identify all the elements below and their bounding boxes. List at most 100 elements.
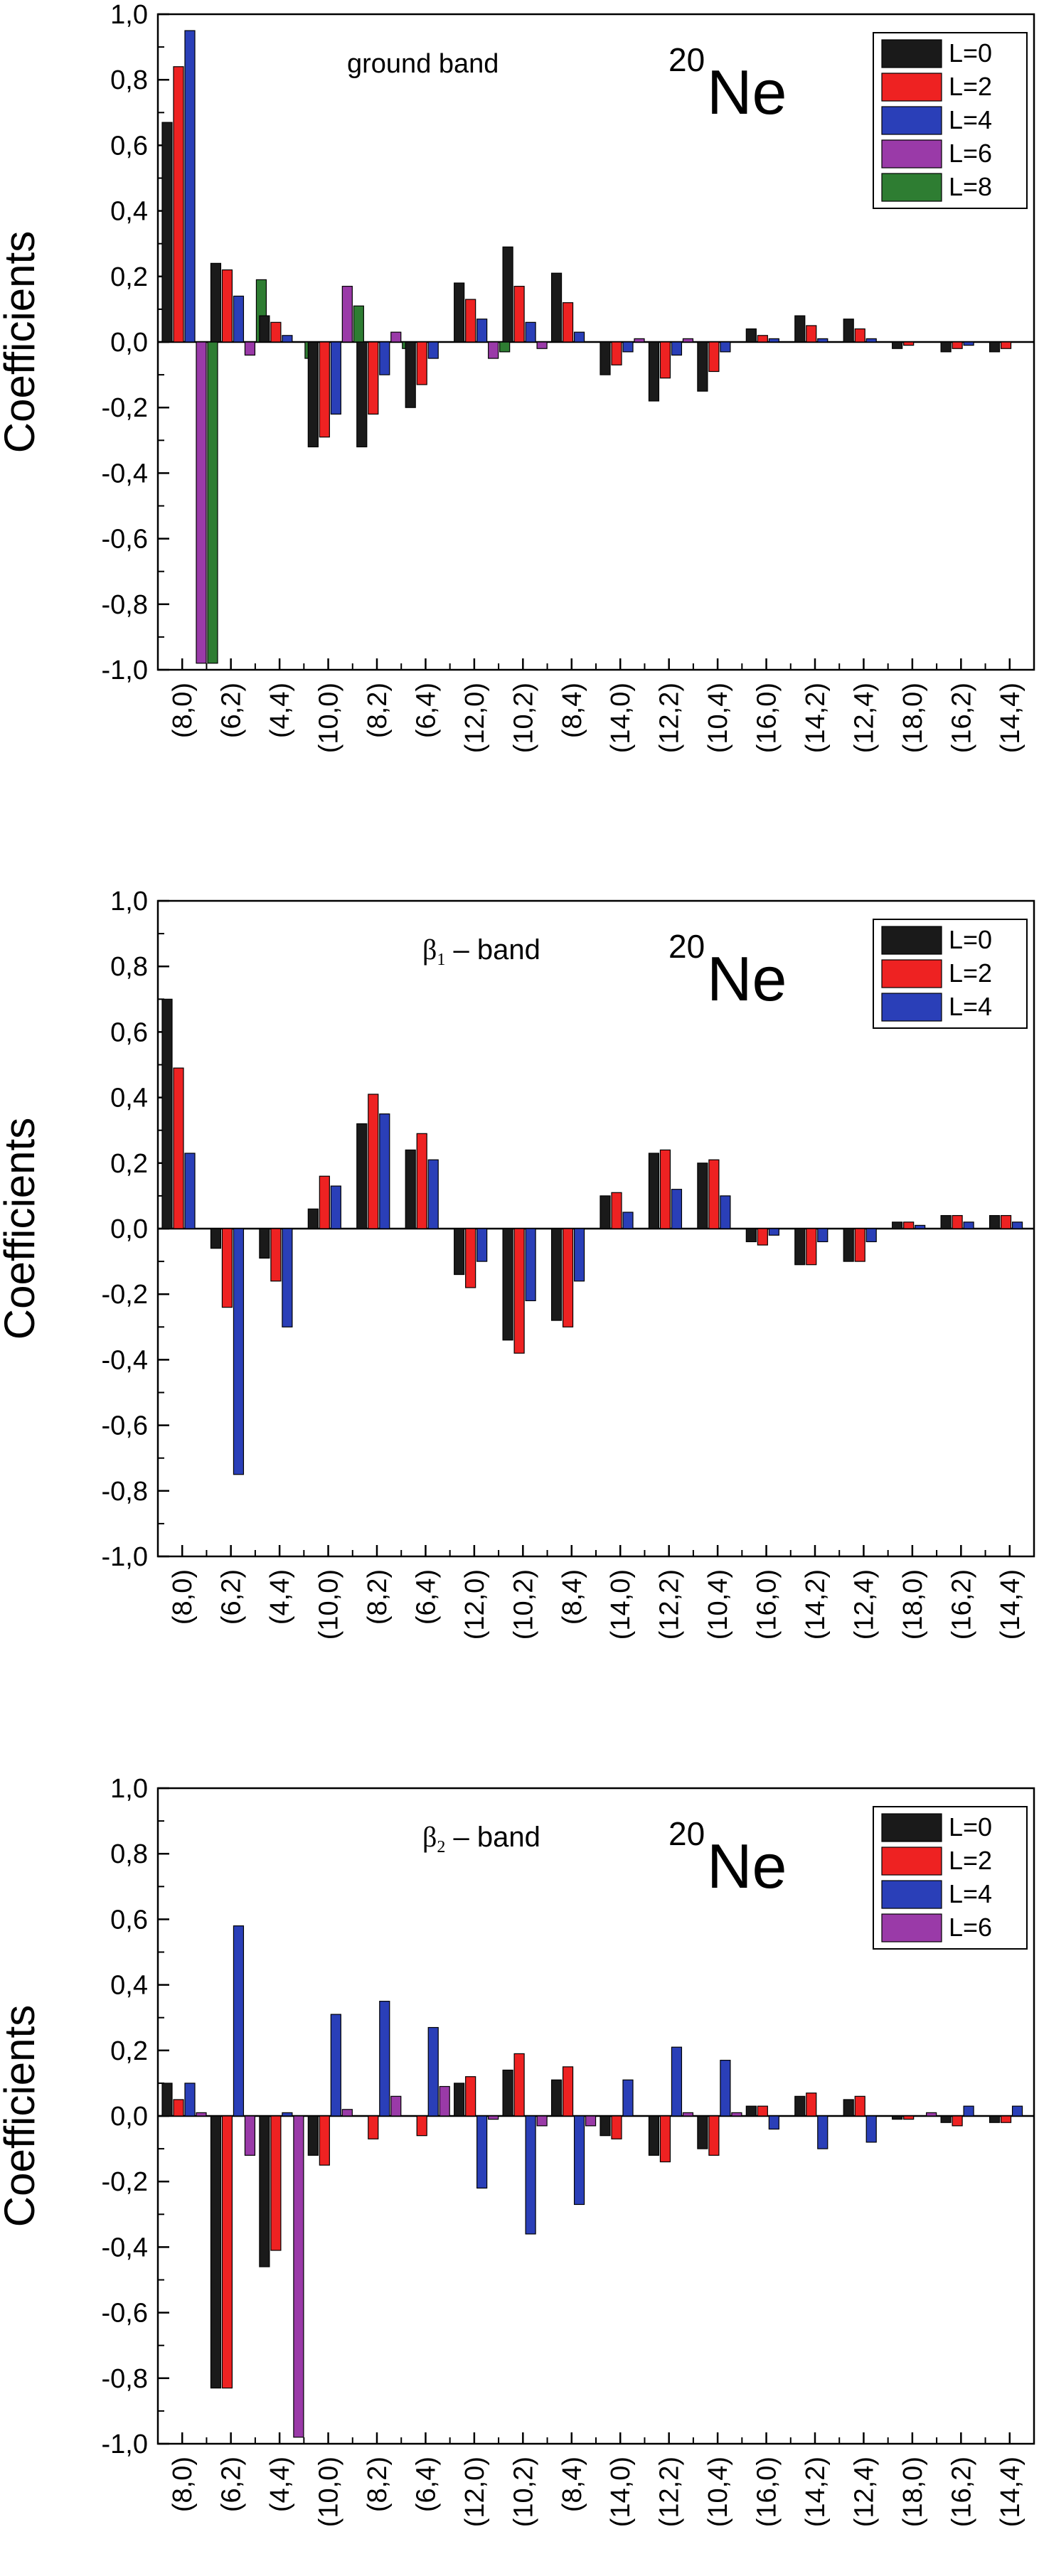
- bar-L6-5: [390, 2095, 402, 2117]
- x-tick-label: (10,4): [703, 683, 733, 753]
- bar-L2-15: [854, 2095, 865, 2117]
- bar-L4-10: [622, 1212, 634, 1229]
- x-tick-label: (14,2): [801, 2457, 831, 2527]
- y-tick-label: -0,6: [102, 525, 148, 555]
- x-tick-label: (12,2): [655, 1569, 685, 1640]
- bar-L4-2: [233, 1228, 245, 1475]
- bar-L4-4: [330, 1185, 341, 1229]
- nucleus-symbol: Ne: [707, 57, 787, 127]
- bar-L0-18: [989, 341, 1001, 353]
- legend-swatch-L2: [881, 959, 942, 988]
- bar-L2-7: [465, 1228, 476, 1288]
- x-tick-label: (12,0): [460, 2457, 490, 2527]
- y-tick-label: -0,6: [102, 1411, 148, 1441]
- y-tick-label: -0,4: [102, 459, 148, 488]
- bar-L0-7: [454, 2083, 465, 2117]
- y-tick-label: -0,8: [102, 1477, 148, 1507]
- x-tick-label: (10,2): [508, 2457, 538, 2527]
- y-tick-label: 1,0: [110, 887, 148, 916]
- legend-label-L8: L=8: [949, 172, 992, 201]
- bar-L0-16: [892, 1222, 903, 1229]
- bar-L4-1: [184, 2083, 196, 2117]
- bar-L4-12: [720, 2060, 731, 2117]
- legend-label-L2: L=2: [949, 72, 992, 101]
- bar-L2-14: [806, 2093, 817, 2117]
- bar-L4-3: [282, 1228, 293, 1327]
- bar-L4-5: [379, 2001, 390, 2117]
- x-tick-label: (6,2): [217, 1569, 247, 1625]
- bar-L0-7: [454, 1228, 465, 1276]
- bar-L0-2: [210, 1228, 222, 1249]
- legend-label-L4: L=4: [949, 1879, 992, 1908]
- bar-L4-5: [379, 341, 390, 375]
- bar-L4-15: [865, 1228, 877, 1243]
- y-tick-label: 0,8: [110, 65, 148, 95]
- bar-L4-17: [963, 1222, 974, 1229]
- bar-L2-11: [659, 2115, 671, 2163]
- bar-L4-4: [330, 2014, 341, 2117]
- bar-L0-13: [745, 328, 757, 343]
- bar-L0-9: [550, 1228, 563, 1321]
- legend-swatch-L6: [881, 1913, 942, 1942]
- bar-L2-8: [513, 286, 525, 343]
- bar-L4-11: [671, 1189, 683, 1229]
- bar-L0-6: [405, 1149, 416, 1229]
- bar-L0-13: [745, 2105, 757, 2117]
- bar-L2-17: [952, 341, 963, 349]
- y-tick-label: 0,6: [110, 131, 148, 161]
- bar-L0-13: [745, 1228, 757, 1243]
- bar-L6-8: [536, 2115, 548, 2127]
- y-tick-label: -0,2: [102, 1280, 148, 1310]
- bar-L2-12: [708, 1159, 720, 1229]
- bar-L6-3: [293, 2115, 304, 2438]
- legend-label-L4: L=4: [949, 105, 992, 134]
- bar-L4-17: [963, 341, 974, 346]
- nucleus-mass-number: 20: [668, 41, 705, 78]
- bar-L2-7: [465, 2076, 476, 2117]
- bar-L6-2: [244, 341, 256, 356]
- chart-panel-2: -1,0 -0,8 -0,6 -0,4 -0,2 0,0 0,2 0,4 0,6 0,8 1,0 Co…: [0, 887, 1035, 1640]
- bar-L2-16: [903, 2115, 915, 2120]
- bar-L2-15: [854, 328, 865, 343]
- bar-L2-4: [319, 341, 330, 438]
- bar-L4-9: [573, 2115, 585, 2206]
- bar-L4-3: [282, 335, 293, 343]
- x-tick-label: (14,2): [801, 1569, 831, 1640]
- bar-L4-6: [427, 341, 439, 359]
- bar-L4-15: [865, 2115, 877, 2143]
- bar-L2-6: [416, 1133, 427, 1229]
- x-tick-label: (14,0): [606, 2457, 636, 2527]
- bar-L0-1: [161, 2083, 173, 2117]
- bar-L4-12: [720, 1195, 731, 1229]
- y-tick-label: -0,4: [102, 2233, 148, 2262]
- x-tick-label: (8,2): [363, 683, 393, 738]
- y-tick-label: 0,4: [110, 1971, 148, 2001]
- legend-label-L0: L=0: [949, 1812, 992, 1842]
- x-tick-label: (18,0): [898, 1569, 928, 1640]
- bar-L0-11: [648, 341, 660, 402]
- bar-L4-2: [233, 295, 245, 343]
- bar-L2-3: [270, 2115, 282, 2251]
- bar-L4-7: [476, 1228, 488, 1262]
- bar-L2-9: [562, 302, 574, 343]
- legend-label-L0: L=0: [949, 925, 992, 954]
- bar-L0-4: [307, 2115, 319, 2156]
- bar-L0-1: [161, 998, 173, 1229]
- x-tick-label: (6,4): [411, 1569, 441, 1625]
- x-tick-label: (12,4): [849, 1569, 879, 1640]
- bar-L2-4: [319, 2115, 330, 2166]
- x-tick-label: (12,0): [460, 1569, 490, 1640]
- bar-L6-8: [536, 341, 548, 349]
- band-annotation: ground band: [347, 49, 499, 79]
- legend-swatch-L4: [881, 993, 942, 1022]
- x-tick-label: (8,0): [168, 683, 198, 738]
- bar-L2-2: [221, 269, 233, 343]
- bar-L4-15: [865, 338, 877, 343]
- bar-L4-13: [768, 1228, 779, 1236]
- bar-L0-2: [210, 262, 222, 343]
- legend-label-L0: L=0: [949, 38, 992, 68]
- bar-L0-10: [600, 341, 611, 375]
- x-tick-label: (12,0): [460, 683, 490, 753]
- bar-L2-5: [368, 341, 379, 415]
- bar-L0-17: [940, 2115, 952, 2123]
